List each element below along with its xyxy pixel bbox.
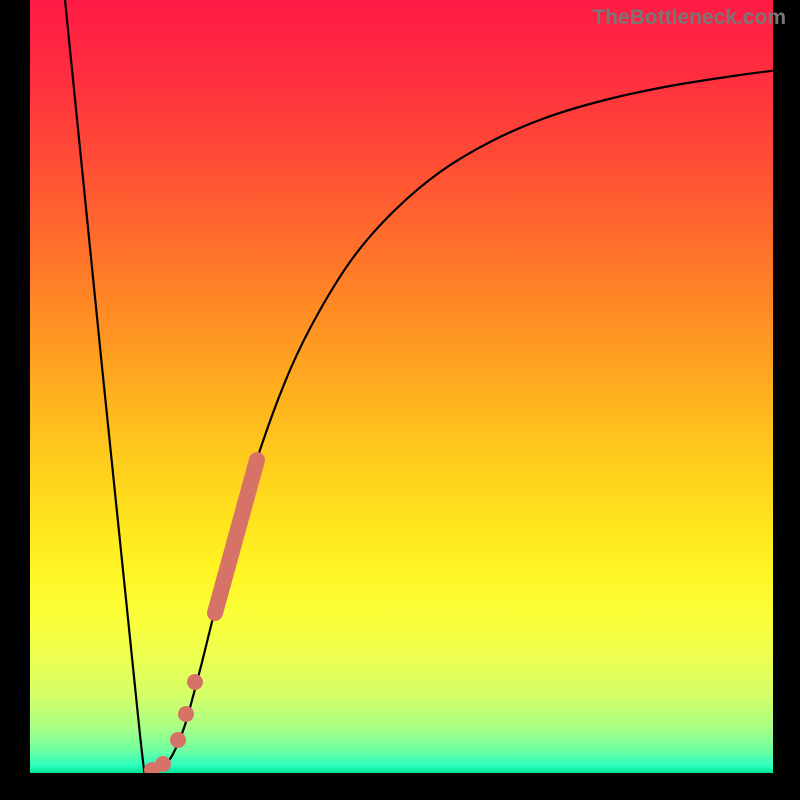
gradient-background [30, 0, 773, 773]
marker-dot [178, 706, 194, 722]
chart-container: TheBottleneck.com [0, 0, 800, 800]
plot-area [30, 0, 795, 800]
marker-dot [187, 674, 203, 690]
bottleneck-curve-chart [0, 0, 800, 800]
marker-dot [170, 732, 186, 748]
watermark-text: TheBottleneck.com [592, 6, 786, 30]
